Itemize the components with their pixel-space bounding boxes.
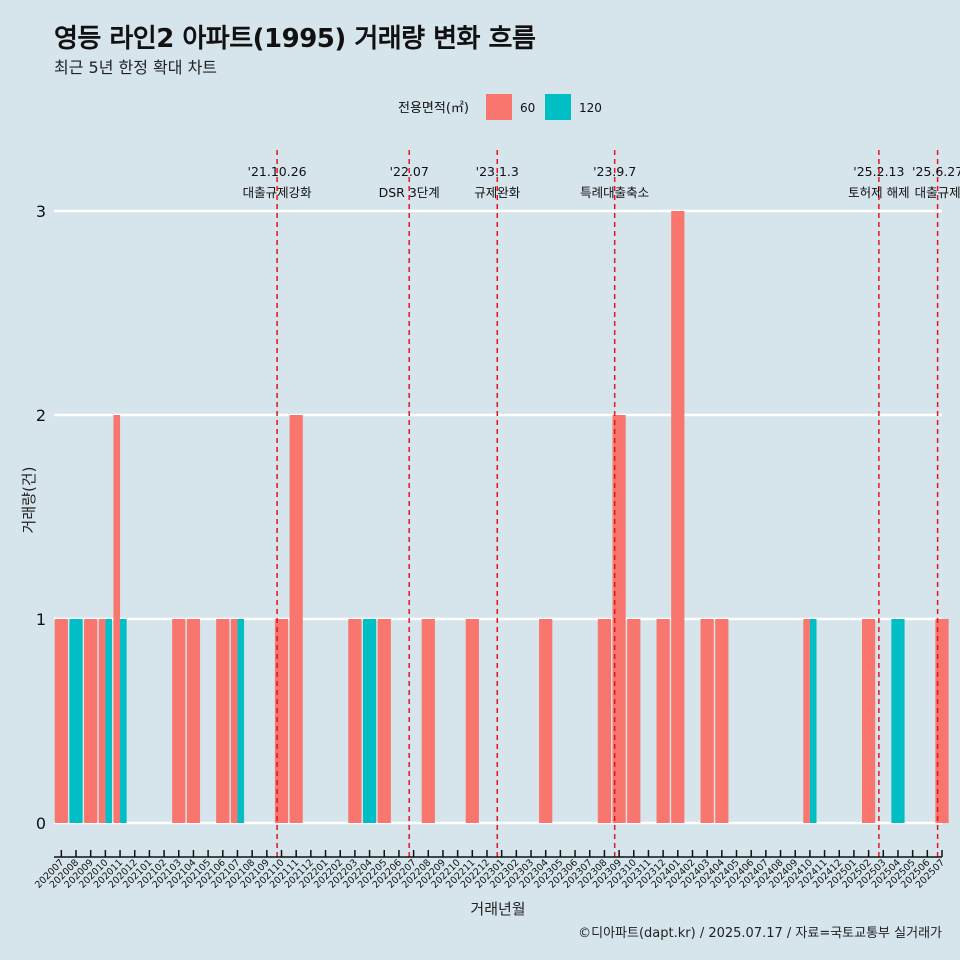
event-label: 대출규제강화 bbox=[243, 185, 313, 200]
y-axis-label: 거래량(건) bbox=[20, 467, 38, 534]
bar-60-202502 bbox=[862, 619, 876, 823]
bar-60-202110 bbox=[274, 619, 289, 823]
y-tick-label: 3 bbox=[36, 202, 46, 221]
y-tick-label: 2 bbox=[36, 406, 46, 425]
bar-120-202008 bbox=[69, 619, 83, 823]
legend-swatch-60 bbox=[486, 94, 512, 120]
legend-label-120: 120 bbox=[579, 101, 602, 115]
bar-60-202205 bbox=[377, 619, 391, 823]
bar-60-202103 bbox=[172, 619, 186, 823]
bar-120-202011 bbox=[120, 619, 127, 823]
event-label: DSR 3단계 bbox=[379, 185, 440, 200]
event-date: '21.10.26 bbox=[248, 164, 307, 179]
bar-120-202410 bbox=[809, 619, 817, 823]
bar-60-202111 bbox=[289, 415, 303, 823]
legend-title: 전용면적(㎡) bbox=[398, 101, 469, 116]
bar-60-202308 bbox=[597, 619, 612, 823]
y-tick-label: 1 bbox=[36, 610, 46, 629]
bar-60-202304 bbox=[539, 619, 553, 823]
x-axis-label: 거래년월 bbox=[470, 900, 525, 918]
bar-60-202208 bbox=[421, 619, 435, 823]
bar-120-202504 bbox=[891, 619, 905, 823]
event-label: 대출규제 bbox=[915, 185, 960, 200]
event-date: '22.07 bbox=[390, 164, 429, 179]
bar-120-202107 bbox=[237, 619, 245, 823]
bar-60-202404 bbox=[715, 619, 729, 823]
legend-swatch-120 bbox=[545, 94, 571, 120]
event-label: 규제완화 bbox=[474, 185, 521, 200]
chart-title: 영등 라인2 아파트(1995) 거래량 변화 흐름 bbox=[54, 24, 536, 54]
bar-60-202203 bbox=[348, 619, 362, 823]
y-tick-label: 0 bbox=[36, 814, 46, 833]
bar-60-202309 bbox=[612, 415, 626, 823]
bar-60-202312 bbox=[656, 619, 670, 823]
bar-120-202010 bbox=[105, 619, 112, 823]
bar-60-202403 bbox=[700, 619, 714, 823]
event-label: 특례대출축소 bbox=[580, 185, 649, 200]
bar-60-202107 bbox=[230, 619, 238, 823]
bar-60-202106 bbox=[216, 619, 230, 823]
event-date: '25.2.13 bbox=[853, 164, 904, 179]
source-caption: ©디아파트(dapt.kr) / 2025.07.17 / 자료=국토교통부 실… bbox=[578, 926, 942, 941]
legend-label-60: 60 bbox=[520, 101, 535, 115]
bar-60-202104 bbox=[186, 619, 201, 823]
event-date: '25.6.27 bbox=[912, 164, 960, 179]
event-date: '23.9.7 bbox=[593, 164, 636, 179]
bar-60-202310 bbox=[627, 619, 641, 823]
bar-60-202011 bbox=[113, 415, 121, 823]
bar-60-202010 bbox=[98, 619, 106, 823]
bar-60-202211 bbox=[465, 619, 479, 823]
bar-60-202009 bbox=[84, 619, 98, 823]
event-label: 토허제 해제 bbox=[848, 185, 909, 200]
bar-60-202410 bbox=[803, 619, 810, 823]
bar-60-202401 bbox=[671, 211, 685, 823]
bar-60-202507 bbox=[935, 619, 949, 823]
bar-60-202007 bbox=[54, 619, 68, 823]
bar-120-202204 bbox=[362, 619, 377, 823]
event-date: '23.1.3 bbox=[476, 164, 519, 179]
chart-subtitle: 최근 5년 한정 확대 차트 bbox=[54, 58, 218, 77]
